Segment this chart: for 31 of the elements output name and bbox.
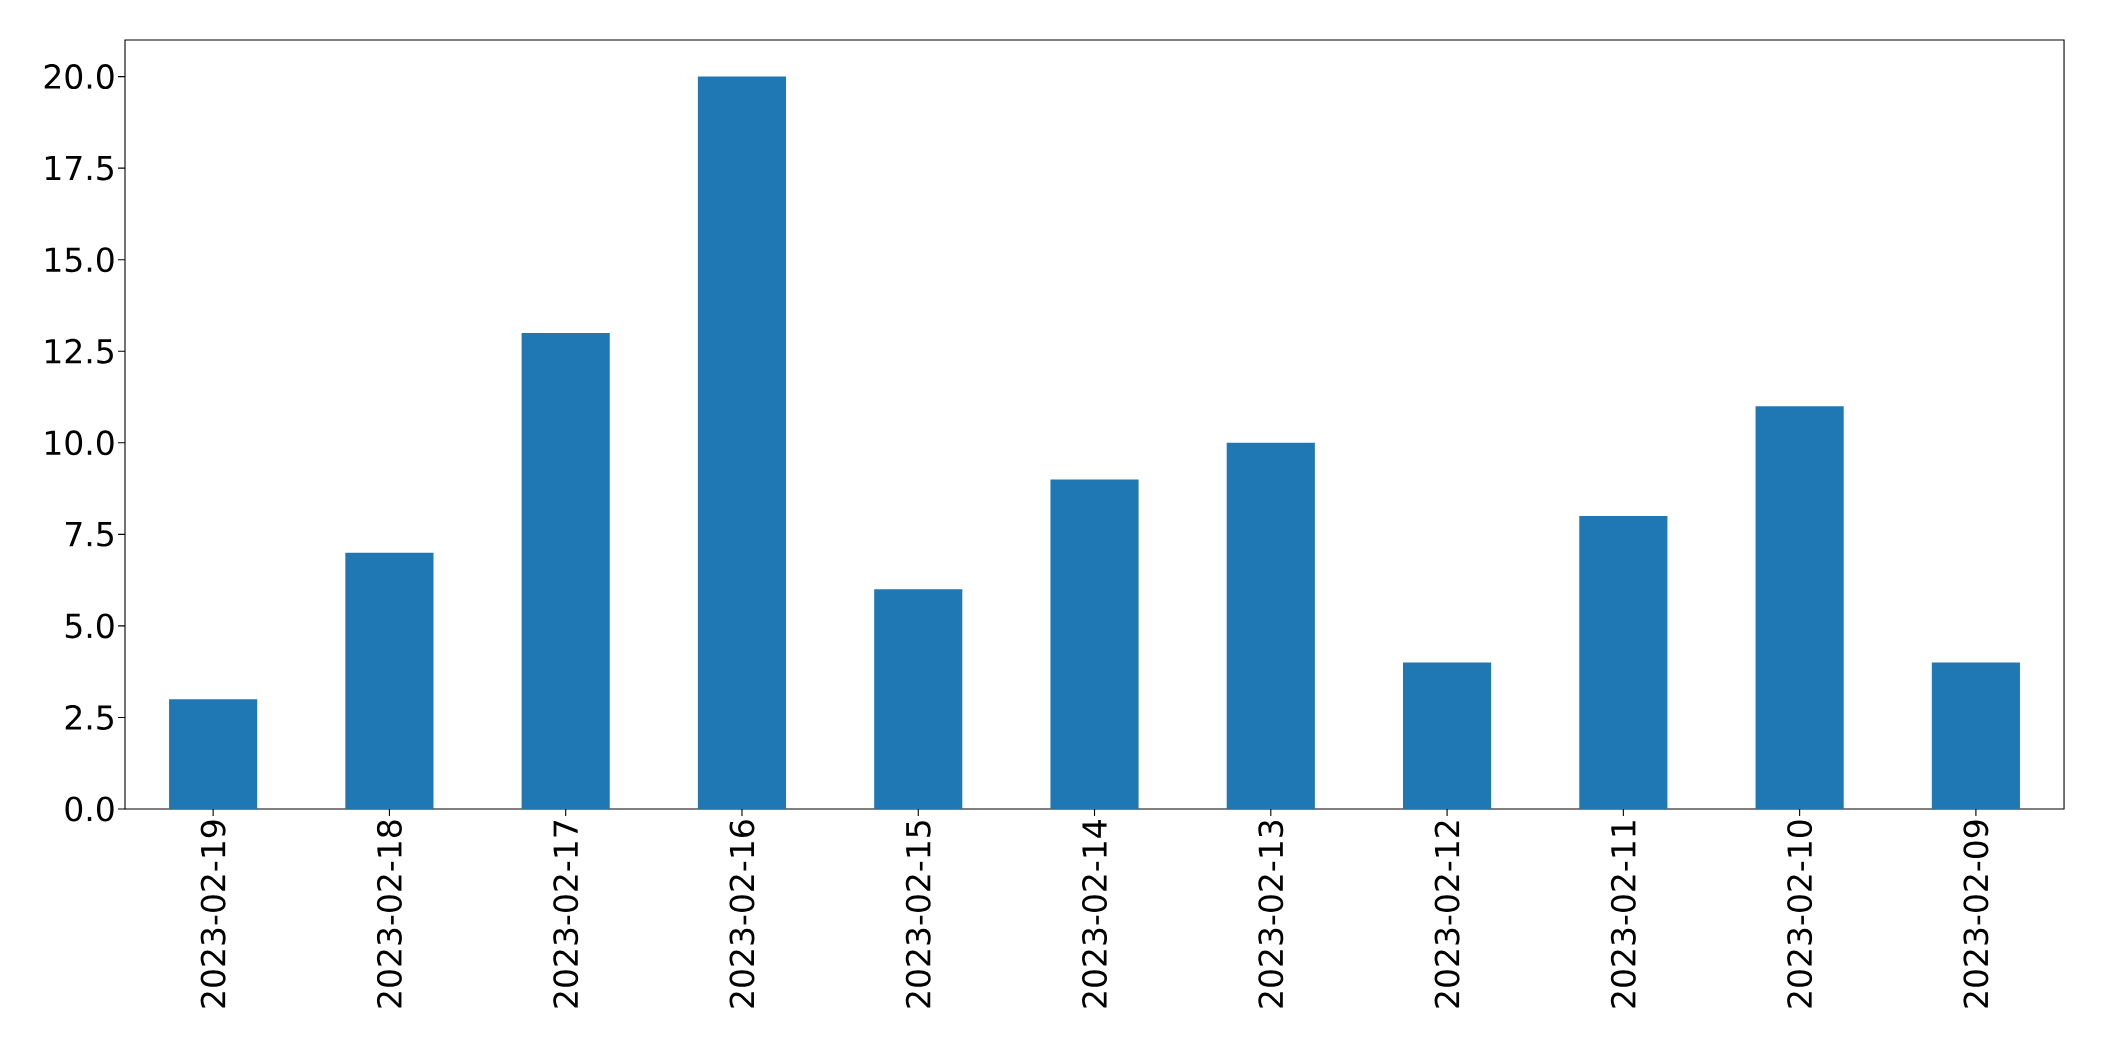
- x-tick-label: 2023-02-17: [553, 821, 579, 1008]
- x-tick-label: 2023-02-16: [729, 820, 755, 1008]
- bar: [169, 699, 258, 809]
- y-tick-label: 10.0: [45, 430, 114, 456]
- x-tick-label: 2023-02-10: [1787, 820, 1813, 1008]
- bar: [1226, 442, 1315, 809]
- y-tick-label: 15.0: [45, 247, 114, 273]
- x-tick-label: 2023-02-13: [1258, 820, 1284, 1008]
- bar: [521, 332, 610, 809]
- x-tick-label: 2023-02-14: [1082, 820, 1107, 1008]
- bar: [1755, 406, 1844, 809]
- bar: [345, 552, 434, 809]
- bar: [1050, 479, 1139, 809]
- x-tick-label: 2023-02-11: [1610, 821, 1636, 1008]
- bar: [1931, 662, 2020, 809]
- y-tick-label: 7.5: [66, 522, 113, 547]
- y-tick-label: 2.5: [65, 704, 113, 730]
- bar: [1579, 516, 1668, 809]
- y-tick-label: 5.0: [65, 613, 114, 639]
- x-tick-label: 2023-02-12: [1434, 821, 1460, 1008]
- bar: [1403, 662, 1492, 809]
- y-tick-label: 20.0: [44, 64, 114, 90]
- bar: [697, 76, 787, 809]
- x-tick-label: 2023-02-19: [200, 820, 226, 1008]
- bar: [874, 589, 963, 809]
- x-tick-label: 2023-02-18: [376, 820, 402, 1008]
- x-tick-label: 2023-02-09: [1963, 820, 1989, 1008]
- y-tick-label: 12.5: [45, 338, 113, 364]
- y-tick-label: 17.5: [45, 155, 113, 181]
- x-tick-label: 2023-02-15: [905, 821, 931, 1008]
- y-tick-label: 0.0: [65, 796, 114, 822]
